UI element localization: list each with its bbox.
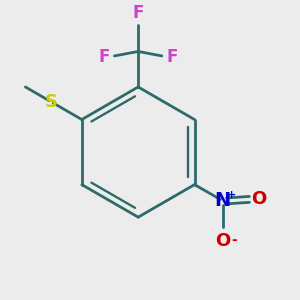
Text: +: + [226, 190, 236, 200]
Text: -: - [232, 233, 237, 247]
Text: N: N [214, 191, 231, 210]
Text: F: F [133, 4, 144, 22]
Text: O: O [251, 190, 266, 208]
Text: F: F [166, 48, 178, 66]
Text: F: F [99, 48, 110, 66]
Text: O: O [215, 232, 230, 250]
Text: S: S [45, 93, 58, 111]
